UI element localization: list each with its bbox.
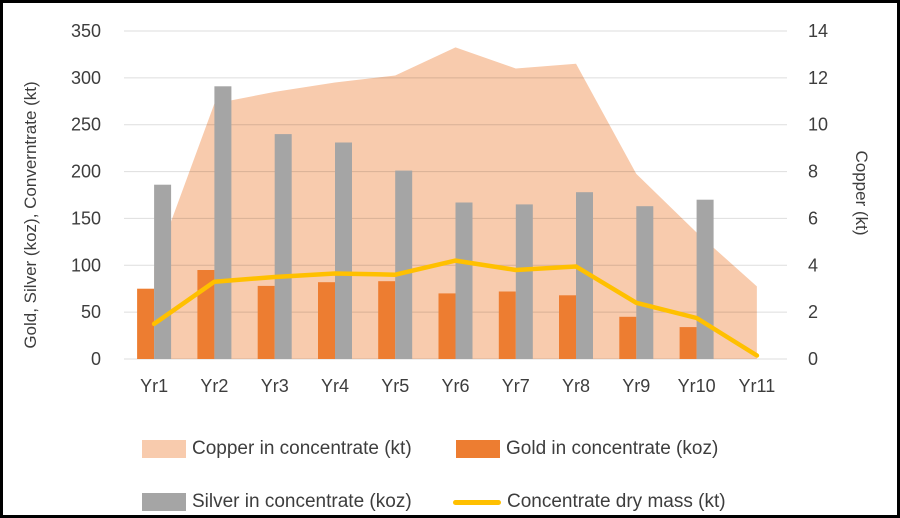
x-axis-label: Yr5 [381, 376, 409, 396]
legend-label-silver: Silver in concentrate (koz) [192, 491, 412, 512]
left-tick-label: 0 [91, 349, 101, 369]
bar-series [137, 86, 714, 360]
gold-bar [257, 285, 275, 359]
x-axis-label: Yr4 [321, 376, 349, 396]
gold-bar-swatch [456, 440, 500, 458]
silver-bar [154, 184, 172, 359]
silver-bar [515, 204, 533, 359]
legend-item-gold: Gold in concentrate (koz) [456, 439, 718, 459]
dry-mass-line-swatch [453, 499, 501, 505]
dry-mass-line-series [151, 258, 760, 358]
legend-item-silver: Silver in concentrate (koz) [142, 492, 412, 512]
gold-bar [318, 282, 335, 359]
silver-bar [335, 142, 352, 359]
x-axis-label: Yr8 [562, 376, 590, 396]
silver-bar [214, 86, 232, 360]
legend-label-dry-mass: Concentrate dry mass (kt) [507, 491, 726, 512]
left-tick-label: 300 [71, 68, 101, 88]
legend-label-copper: Copper in concentrate (kt) [192, 438, 412, 459]
x-axis-label: Yr6 [441, 376, 469, 396]
silver-bar [636, 206, 654, 359]
silver-bar [455, 202, 473, 359]
left-tick-label: 200 [71, 162, 101, 182]
right-tick-label: 8 [808, 162, 818, 182]
x-axis-label: Yr3 [261, 376, 289, 396]
gold-bar [378, 281, 396, 359]
copper-area-swatch [142, 440, 186, 458]
legend-label-gold: Gold in concentrate (koz) [506, 438, 719, 459]
x-axis-label: Yr1 [140, 376, 168, 396]
gold-bar [498, 291, 516, 359]
x-axis-labels: Yr1 Yr2 Yr3 Yr4 Yr5 Yr6 Yr7 Yr8 Yr9 Yr10 Yr11 [140, 376, 775, 396]
silver-bar [395, 170, 413, 359]
legend-item-dry-mass: Concentrate dry mass (kt) [453, 492, 726, 512]
x-axis-label: Yr10 [678, 376, 716, 396]
gold-bar [137, 288, 155, 359]
right-axis-title: Copper (kt) [852, 150, 871, 235]
gold-bar [438, 293, 456, 359]
right-axis-ticks: 0 2 4 6 8 10 12 14 [808, 21, 828, 369]
gold-bar [559, 295, 576, 359]
right-tick-label: 10 [808, 115, 828, 135]
left-axis-title: Gold, Silver (koz), Converntrate (kt) [21, 81, 40, 348]
silver-bar [576, 192, 593, 359]
right-tick-label: 4 [808, 255, 818, 275]
right-tick-label: 0 [808, 349, 818, 369]
x-axis-label: Yr11 [739, 376, 776, 396]
silver-bar [274, 134, 292, 359]
left-tick-label: 100 [71, 255, 101, 275]
left-tick-label: 50 [81, 302, 101, 322]
x-axis-label: Yr2 [200, 376, 228, 396]
x-axis-label: Yr9 [622, 376, 650, 396]
silver-bar [696, 199, 714, 359]
dry-mass-line [151, 258, 760, 358]
right-tick-label: 12 [808, 68, 828, 88]
gold-bar [679, 327, 697, 359]
left-axis-ticks: 0 50 100 150 200 250 300 350 [71, 21, 101, 369]
left-tick-label: 350 [71, 21, 101, 41]
silver-bar-swatch [142, 493, 186, 511]
left-tick-label: 150 [71, 208, 101, 228]
gold-bar [619, 316, 637, 359]
x-axis-label: Yr7 [502, 376, 530, 396]
left-tick-label: 250 [71, 115, 101, 135]
right-tick-label: 2 [808, 302, 818, 322]
right-tick-label: 6 [808, 208, 818, 228]
legend-item-copper: Copper in concentrate (kt) [142, 439, 412, 459]
right-tick-label: 14 [808, 21, 828, 41]
